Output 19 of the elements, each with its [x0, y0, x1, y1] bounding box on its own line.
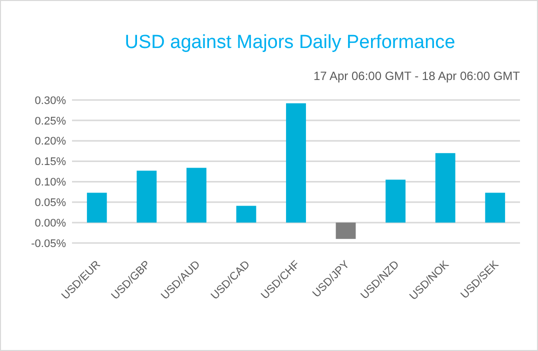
- bar: [485, 192, 506, 223]
- bar: [236, 206, 256, 223]
- bar: [86, 192, 107, 223]
- chart-title: USD against Majors Daily Performance: [124, 32, 456, 53]
- bar: [136, 170, 157, 223]
- bar: [386, 180, 406, 223]
- bar: [336, 222, 356, 239]
- y-tick-label: 0.20%: [34, 136, 66, 148]
- y-tick-label: -0.05%: [31, 238, 66, 250]
- y-tick-label: 0.10%: [34, 176, 66, 189]
- y-tick-label: 0.15%: [34, 156, 66, 168]
- chart-subtitle: 17 Apr 06:00 GMT - 18 Apr 06:00 GMT: [313, 69, 521, 83]
- bar: [435, 153, 456, 223]
- y-tick-label: 0.05%: [34, 196, 66, 209]
- bar: [286, 103, 306, 223]
- bar: [186, 168, 206, 223]
- y-tick-label: 0.00%: [34, 217, 66, 230]
- y-tick-label: 0.25%: [34, 115, 66, 128]
- y-tick-label: 0.30%: [34, 94, 66, 107]
